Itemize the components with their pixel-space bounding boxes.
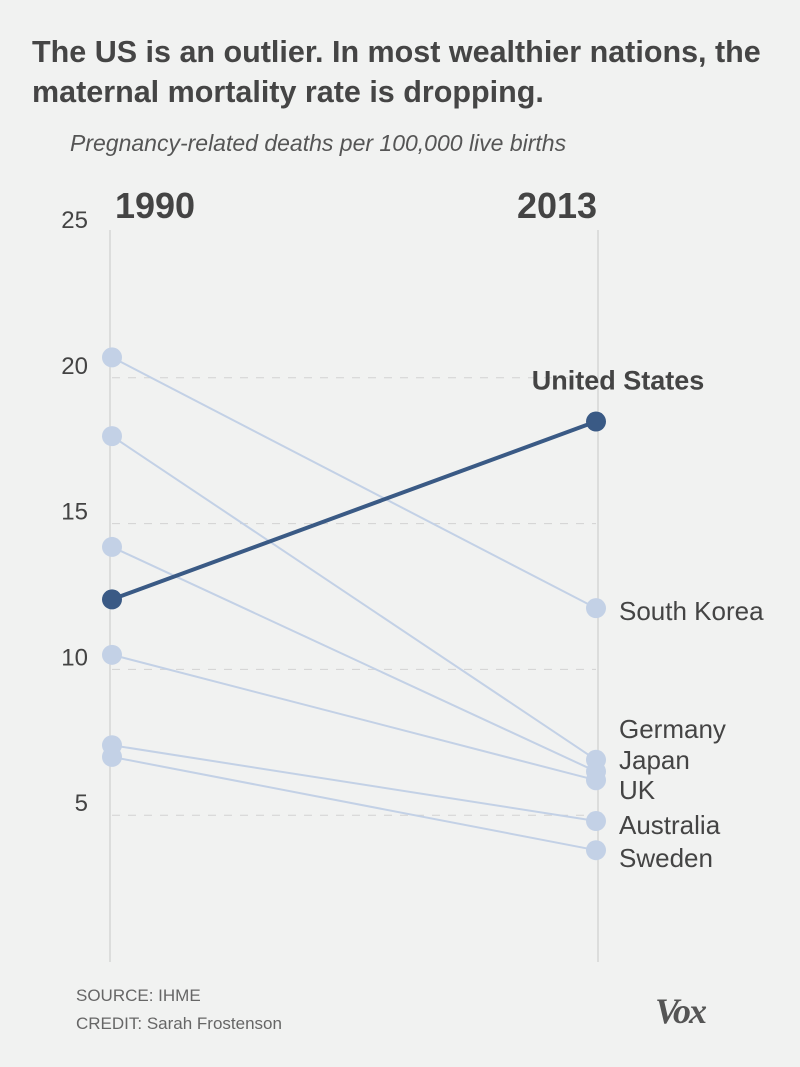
series-label-japan: Japan — [619, 745, 690, 775]
credit-note: CREDIT: Sarah Frostenson — [76, 1014, 282, 1033]
series-line-japan — [111, 546, 597, 773]
y-tick-label: 15 — [61, 499, 88, 526]
series-label-germany: Germany — [619, 714, 726, 744]
series-label-united-states: United States — [532, 366, 705, 396]
vox-logo: Vox — [655, 991, 707, 1031]
y-tick-label: 20 — [61, 353, 88, 380]
series-label-australia: Australia — [619, 810, 721, 840]
point-1990-sweden — [102, 746, 122, 767]
series-label-sweden: Sweden — [619, 843, 713, 873]
point-2013-sweden — [586, 840, 606, 861]
series-line-uk — [111, 653, 597, 782]
point-2013-united-states — [586, 411, 606, 432]
series-line-united-states — [111, 419, 597, 602]
y-tick-label: 5 — [75, 790, 88, 817]
x-label-1990: 1990 — [115, 185, 195, 226]
series-line-australia — [111, 744, 597, 823]
y-tick-label: 10 — [61, 644, 88, 671]
point-1990-japan — [102, 536, 122, 557]
point-1990-germany — [102, 426, 122, 447]
point-1990-uk — [102, 644, 122, 665]
point-2013-australia — [586, 811, 606, 832]
series-label-uk: UK — [619, 775, 656, 805]
series-label-south-korea: South Korea — [619, 596, 764, 626]
y-tick-label: 25 — [61, 207, 88, 234]
series-line-sweden — [111, 755, 597, 852]
point-1990-south-korea — [102, 347, 122, 368]
source-note: SOURCE: IHME — [76, 986, 201, 1005]
series-line-germany — [111, 435, 597, 761]
x-label-2013: 2013 — [517, 185, 597, 226]
point-2013-south-korea — [586, 598, 606, 619]
point-1990-united-states — [102, 589, 122, 610]
chart-title: The US is an outlier. In most wealthier … — [32, 35, 761, 109]
point-2013-uk — [586, 770, 606, 791]
series-line-south-korea — [111, 356, 597, 610]
chart-subtitle: Pregnancy-related deaths per 100,000 liv… — [70, 130, 567, 156]
